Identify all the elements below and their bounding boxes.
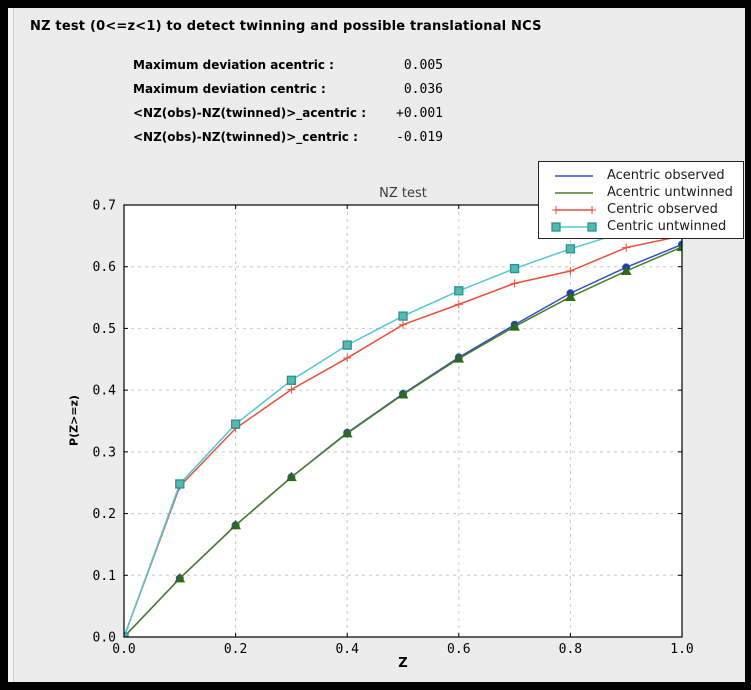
legend-swatch-circle-line <box>555 174 593 177</box>
x-tick-label: 0.0 <box>112 642 135 657</box>
report-panel: NZ test (0<=z<1) to detect twinning and … <box>8 8 745 682</box>
legend-swatch-square-line <box>551 221 597 232</box>
gridlines <box>124 205 682 637</box>
x-axis-label: Z <box>398 656 408 671</box>
stat-value: 0.005 <box>403 58 443 73</box>
stat-label: <NZ(obs)-NZ(twinned)>_centric : <box>133 130 358 144</box>
legend-swatch-triangle-line <box>555 191 593 194</box>
plot-area <box>124 205 682 637</box>
legend-item: Centric observed <box>551 201 743 218</box>
y-tick-label: 0.0 <box>93 631 116 646</box>
stat-value: -0.019 <box>396 130 443 145</box>
x-tick-label: 0.8 <box>559 642 582 657</box>
x-tick-label: 1.0 <box>670 642 693 657</box>
stat-label: Maximum deviation centric : <box>133 82 326 96</box>
x-tick-label: 0.2 <box>224 642 247 657</box>
y-tick-label: 0.1 <box>93 569 116 584</box>
legend-swatch-plus-line <box>552 205 596 214</box>
stat-row: <NZ(obs)-NZ(twinned)>_centric : -0.019 <box>133 126 443 150</box>
stat-value: +0.001 <box>396 106 443 121</box>
left-gutter <box>8 8 14 682</box>
nz-test-chart: 0.0 0.2 0.4 0.6 0.8 1.0 0.0 0.1 0.2 0.3 0.4 0.5 0.6 0… <box>93 199 694 658</box>
y-tick-label: 0.2 <box>93 507 116 522</box>
legend-item: Centric untwinned <box>551 218 743 235</box>
stat-value: 0.036 <box>403 82 443 97</box>
stat-row: <NZ(obs)-NZ(twinned)>_acentric : +0.001 <box>133 102 443 126</box>
series-acentric-untwinned <box>124 241 682 637</box>
y-tick-label: 0.4 <box>93 384 117 399</box>
y-tick-label: 0.3 <box>93 445 116 460</box>
x-tick-label: 0.4 <box>335 642 359 657</box>
y-tick-label: 0.5 <box>93 322 116 337</box>
legend-item: Acentric untwinned <box>551 184 743 201</box>
stat-row: Maximum deviation acentric : 0.005 <box>133 54 443 78</box>
stat-row: Maximum deviation centric : 0.036 <box>133 78 443 102</box>
stat-label: <NZ(obs)-NZ(twinned)>_acentric : <box>133 106 366 120</box>
page-title: NZ test (0<=z<1) to detect twinning and … <box>30 19 542 34</box>
legend-label: Centric untwinned <box>607 219 727 234</box>
x-tick-label: 0.6 <box>447 642 470 657</box>
stats-block: Maximum deviation acentric :0.005 Maximum… <box>133 54 443 150</box>
tick-labels: 0.0 0.2 0.4 0.6 0.8 1.0 0.0 0.1 0.2 0.3 0.4 0.5 0.6 0… <box>93 199 694 658</box>
chart-title: NZ test <box>379 186 427 201</box>
legend-label: Acentric untwinned <box>607 185 733 200</box>
chart-legend: Acentric observed Acentric untwinned Centr… <box>538 161 744 239</box>
legend-item: Acentric observed <box>551 167 743 184</box>
y-tick-label: 0.7 <box>93 199 116 214</box>
axes-border <box>123 204 683 638</box>
legend-label: Centric observed <box>607 202 718 217</box>
legend-label: Acentric observed <box>607 168 725 183</box>
y-axis-label: P(Z>=z) <box>67 395 81 446</box>
y-tick-label: 0.6 <box>93 260 116 275</box>
stat-label: Maximum deviation acentric : <box>133 58 334 72</box>
series-centric-observed <box>124 231 682 637</box>
